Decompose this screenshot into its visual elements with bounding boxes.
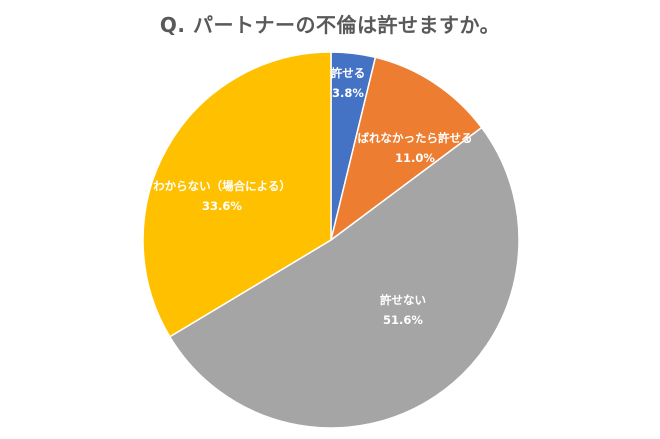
slices-group	[142, 51, 520, 429]
slice-percent-label: 3.8%	[332, 86, 364, 100]
slice-percent-label: 51.6%	[383, 313, 423, 327]
labels-group: 許せる 3.8% ばれなかったら許せる 11.0% 許せない 51.6% わからない（場合に…	[153, 66, 472, 327]
slice-category-label: わからない（場合による）	[153, 179, 291, 193]
pie-slice-3	[168, 126, 520, 429]
chart-title: Q. パートナーの不倫は許せますか。	[159, 13, 501, 37]
slice-percent-label: 11.0%	[395, 151, 435, 165]
slice-category-label: 許せる	[331, 66, 366, 80]
pie-slice-2	[329, 56, 483, 242]
pie-slice-4	[142, 51, 332, 338]
slice-category-label: ばれなかったら許せる	[358, 131, 473, 145]
slice-category-label: 許せない	[380, 293, 426, 307]
slice-percent-label: 33.6%	[202, 199, 242, 213]
